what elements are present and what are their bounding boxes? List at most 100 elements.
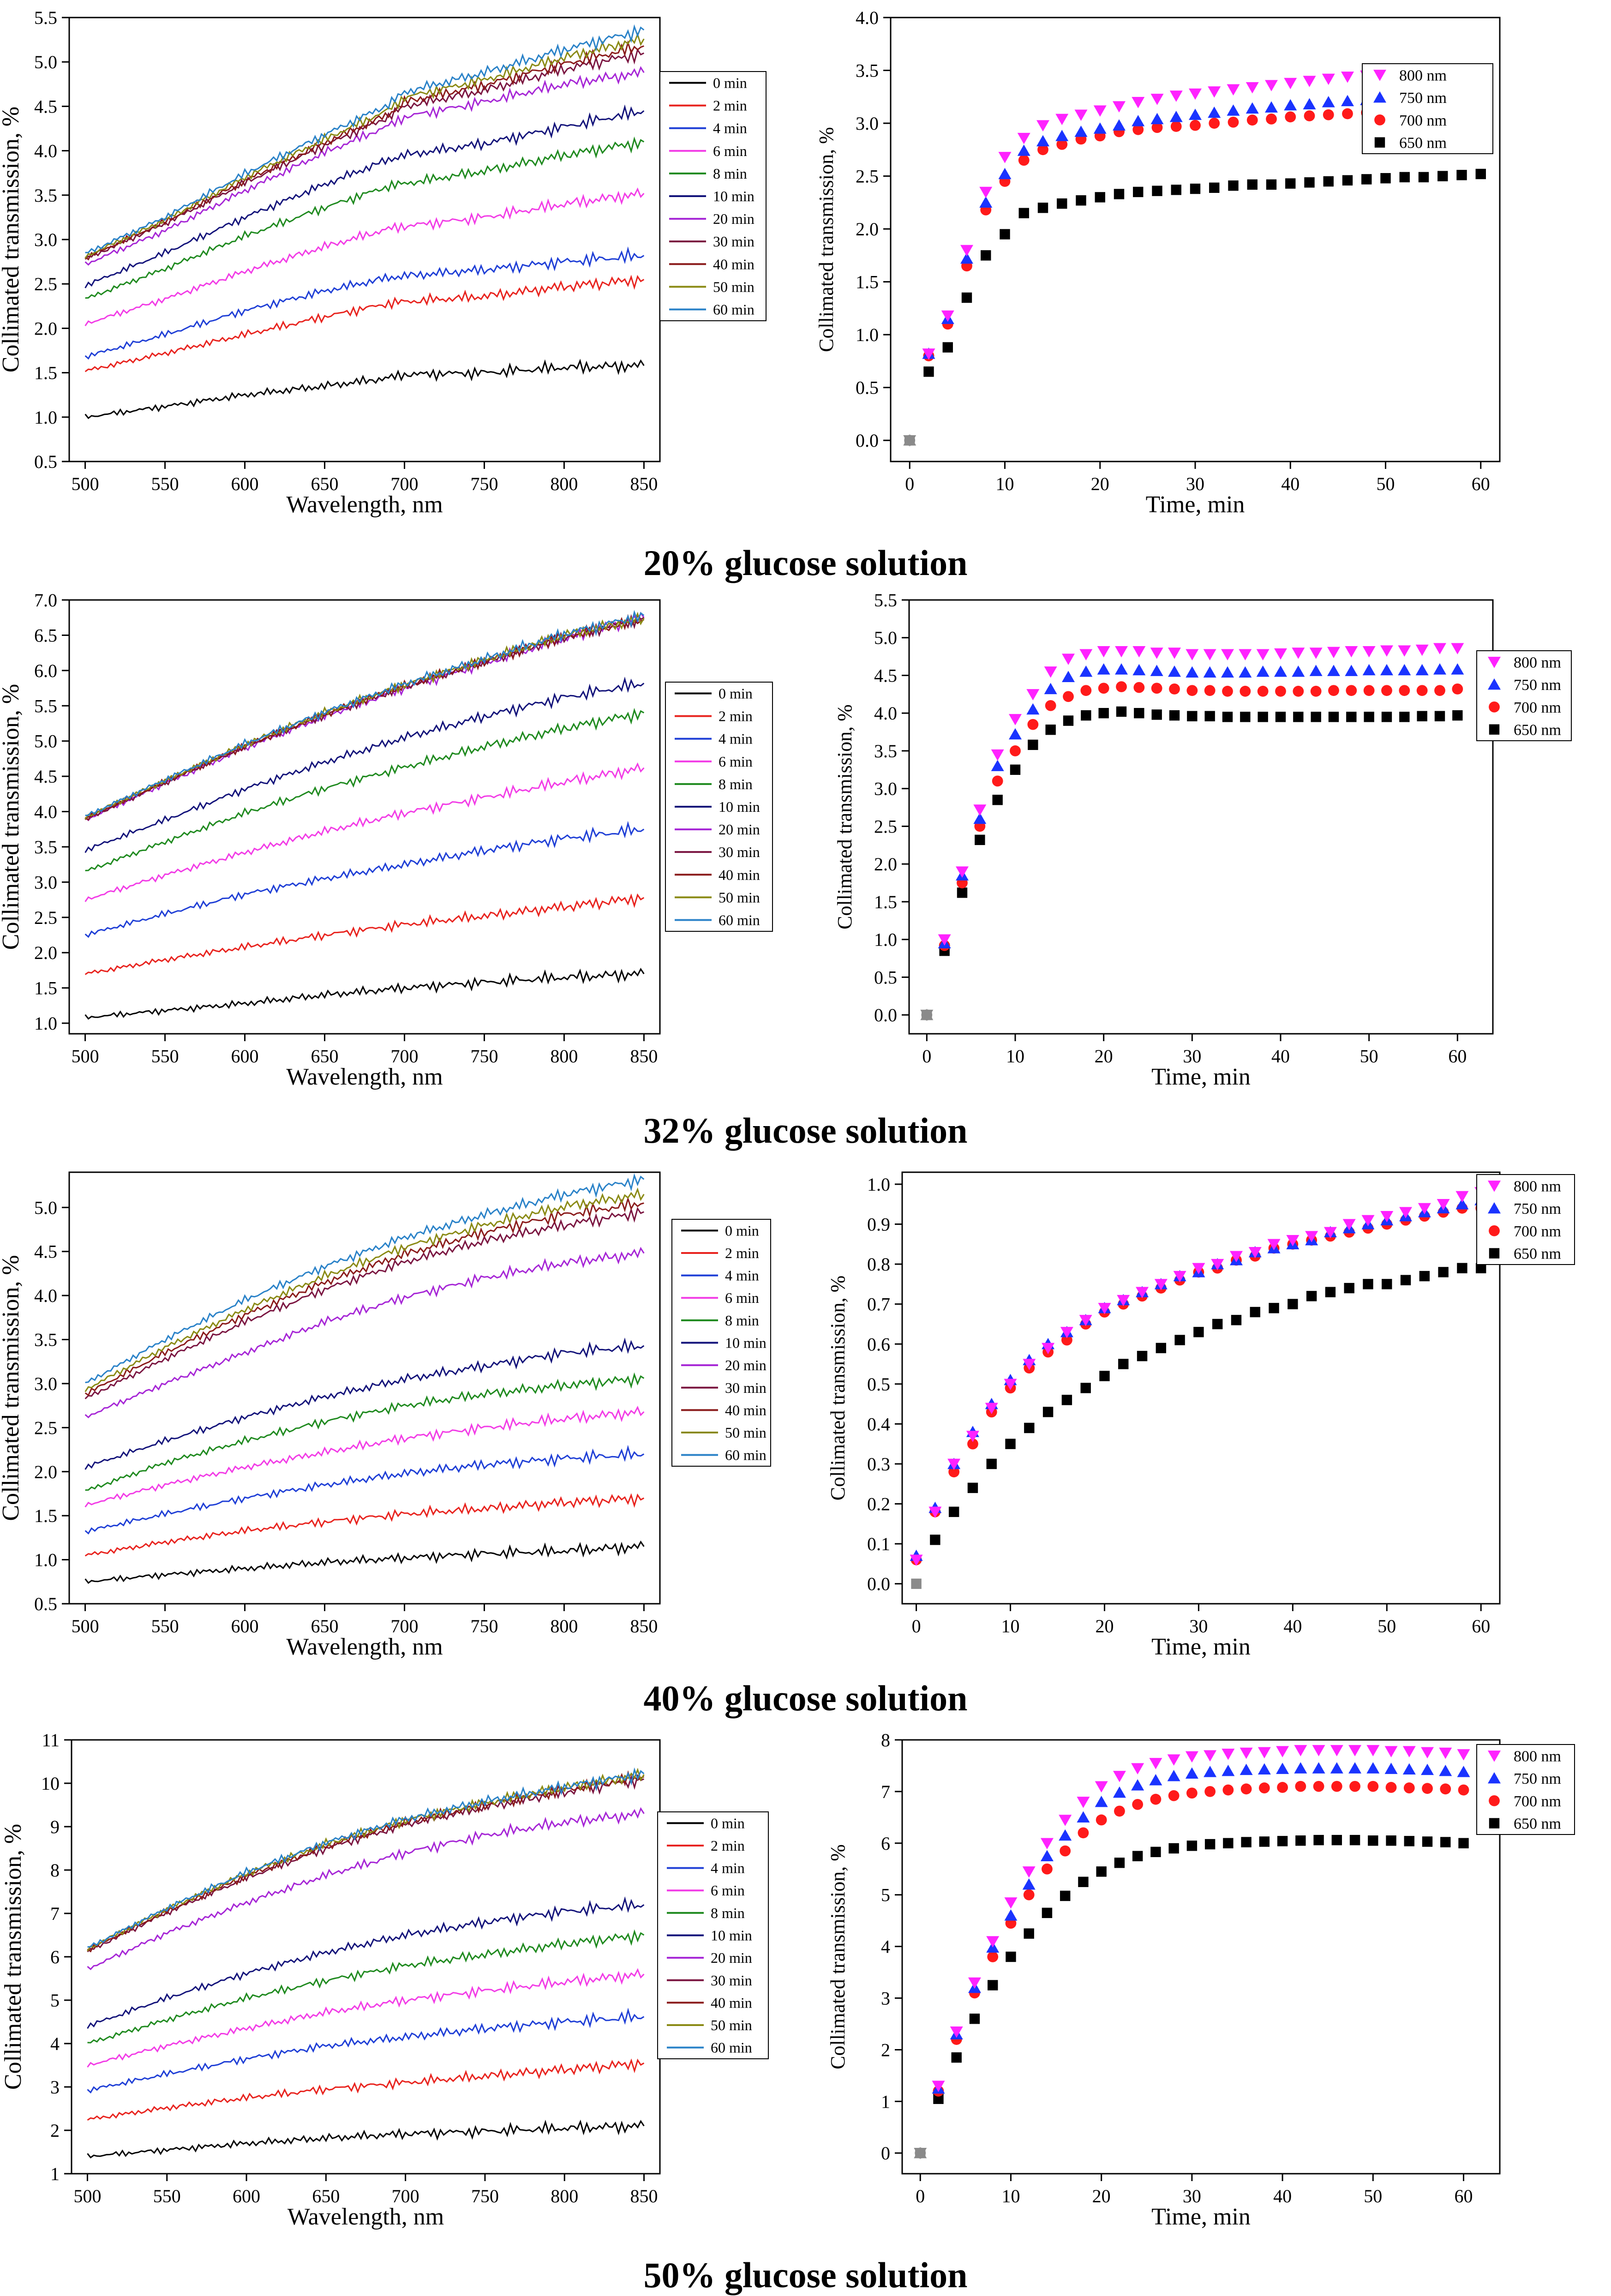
plot-frame [901, 1171, 1501, 1605]
point-800-nm [950, 2026, 963, 2038]
y-tick-label: 0.0 [874, 1005, 897, 1025]
point-650-nm [1323, 176, 1334, 187]
point-800-nm [1095, 1781, 1108, 1793]
legend-label: 650 nm [1514, 722, 1561, 739]
point-750-nm [1079, 665, 1093, 677]
x-tick-label: 500 [72, 474, 99, 494]
y-axis-label: Collimated transmission, % [826, 1276, 849, 1501]
legend-label: 40 min [725, 1402, 767, 1418]
point-700-nm [1133, 682, 1145, 693]
x-tick-label: 800 [550, 474, 578, 494]
point-800-nm [1079, 1315, 1092, 1326]
point-800-nm [1149, 1758, 1162, 1769]
y-tick-label: 1.5 [34, 363, 57, 384]
point-650-nm [1363, 1279, 1373, 1289]
series-group [910, 1187, 1488, 1589]
y-tick-label: 3.5 [34, 185, 57, 206]
point-750-nm [1189, 108, 1202, 120]
y-tick-label: 2.5 [874, 816, 897, 837]
x-tick-label: 600 [231, 1616, 259, 1637]
x-axis-label: Wavelength, nm [287, 2204, 444, 2230]
point-750-nm [973, 812, 987, 824]
x-tick-label: 850 [630, 2186, 658, 2206]
point-800-nm [941, 310, 954, 322]
point-700-nm [1190, 120, 1201, 131]
y-axis-label: Collimated transmission, % [815, 127, 838, 352]
point-800-nm [1026, 689, 1040, 701]
point-750-nm [1113, 119, 1126, 131]
point-800-nm [1348, 1745, 1362, 1756]
point-700-nm [1304, 110, 1315, 121]
legend-label: 10 min [713, 188, 755, 204]
point-800-nm [1439, 1747, 1452, 1759]
legend-label: 650 nm [1514, 1816, 1561, 1833]
point-750-nm [1017, 144, 1030, 156]
series-line-20-min [84, 66, 645, 266]
point-650-nm [1000, 229, 1010, 240]
point-700-nm [1151, 122, 1163, 133]
point-650-nm [1174, 1335, 1185, 1345]
series-line-2-min [84, 893, 645, 975]
point-700-nm [1209, 118, 1220, 129]
point-800-nm [1222, 1749, 1235, 1760]
point-650-nm [1313, 1834, 1324, 1846]
point-750-nm [1415, 664, 1429, 676]
point-650-nm [1422, 1836, 1433, 1847]
point-750-nm [1312, 1762, 1325, 1774]
point-700-nm [1132, 124, 1144, 135]
point-800-nm [1246, 82, 1259, 94]
x-tick-label: 700 [390, 474, 418, 494]
point-700-nm [1080, 685, 1092, 696]
point-700-nm [1027, 719, 1039, 730]
y-tick-label: 10 [41, 1773, 60, 1794]
x-tick-label: 30 [1183, 1046, 1201, 1067]
point-800-nm [1276, 1746, 1289, 1757]
point-650-nm [1150, 1846, 1161, 1858]
point-650-nm [1325, 1287, 1336, 1297]
legend: 0 min 2 min 4 min 6 min 8 min 10 min 20 min 30 … [659, 71, 767, 321]
point-650-nm [1476, 1263, 1486, 1273]
chart-panel-1: 0 10 20 30 40 50 60 0.0 0.5 1.0 1.5 2.0 2.5 3.0 3.5 4.0… [815, 7, 1501, 518]
point-650-nm [1081, 710, 1091, 721]
x-tick-label: 20 [1091, 474, 1109, 494]
point-650-nm [1386, 1835, 1396, 1846]
legend-marker-800-nm [1488, 1181, 1501, 1192]
x-tick-label: 10 [1001, 2186, 1020, 2206]
legend-marker-650-nm [1489, 1248, 1500, 1259]
y-tick-label: 1.0 [34, 1013, 57, 1034]
point-800-nm [1036, 120, 1049, 132]
point-700-nm [992, 775, 1003, 787]
point-750-nm [1330, 1762, 1343, 1774]
point-800-nm [1451, 643, 1464, 654]
point-650-nm [1010, 764, 1021, 775]
point-650-nm [1311, 712, 1321, 722]
legend: 800 nm 750 nm 700 nm 650 nm [1476, 1744, 1575, 1835]
legend-marker-750-nm [1488, 678, 1501, 690]
point-800-nm [1433, 643, 1446, 654]
point-700-nm [1169, 683, 1180, 695]
x-tick-label: 50 [1377, 1616, 1396, 1637]
y-tick-label: 1.0 [856, 324, 879, 345]
series-line-10-min [84, 104, 645, 288]
y-tick-label: 0.7 [867, 1294, 890, 1315]
x-tick-label: 500 [72, 1046, 99, 1067]
y-tick-label: 5.0 [34, 52, 57, 72]
point-650-nm [992, 795, 1003, 805]
point-800-nm [1341, 72, 1354, 83]
x-tick-label: 40 [1273, 2186, 1292, 2206]
point-700-nm [1399, 685, 1410, 696]
y-tick-label: 5.5 [874, 590, 897, 611]
point-650-nm [942, 342, 953, 353]
point-650-nm [1275, 712, 1286, 722]
y-axis-label: Collimated transmission, % [833, 704, 856, 929]
point-650-nm [969, 2014, 980, 2024]
point-800-nm [1098, 1303, 1111, 1314]
y-tick-label: 0.5 [34, 451, 57, 472]
point-650-nm [1419, 1271, 1430, 1282]
point-750-nm [1240, 1763, 1253, 1775]
point-750-nm [1327, 665, 1340, 676]
point-750-nm [1457, 1766, 1470, 1777]
legend-label: 6 min [713, 143, 747, 159]
point-750-nm [1366, 1762, 1380, 1774]
point-650-nm [1133, 186, 1144, 198]
